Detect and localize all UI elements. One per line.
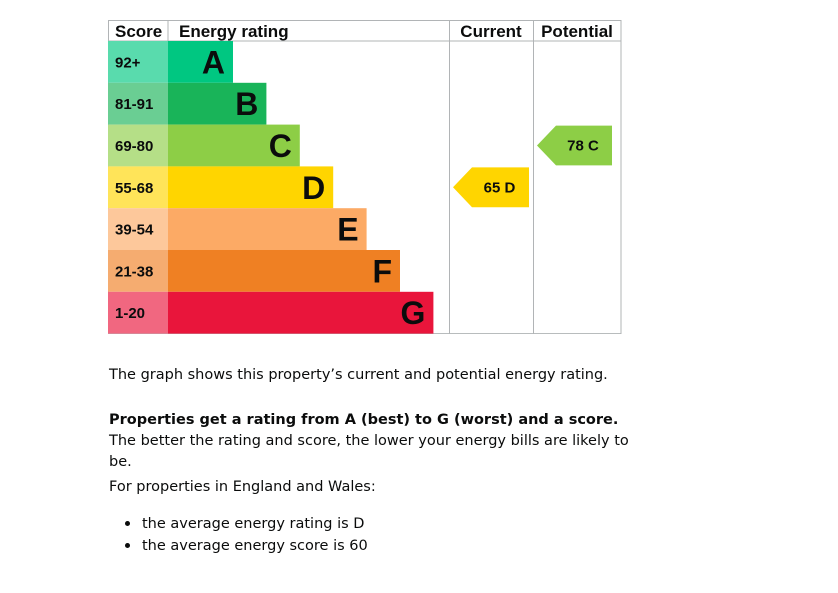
band-bar-f [168, 250, 400, 292]
score-range-g: 1-20 [115, 305, 145, 322]
band-bar-c [168, 124, 300, 167]
header-score: Score [115, 22, 162, 41]
score-cell-a [108, 41, 168, 83]
band-bar-a [168, 41, 233, 83]
header-current: Current [460, 22, 522, 41]
band-bar-e [168, 208, 367, 250]
current-rating-arrow [453, 167, 529, 208]
intro-text: The graph shows this property’s current … [109, 367, 608, 383]
score-cell-c [108, 124, 168, 167]
average-rating-item: the average energy rating is D [125, 513, 368, 535]
region-text: For properties in England and Wales: [109, 479, 376, 495]
score-range-b: 81-91 [115, 96, 153, 113]
rating-explanation: Properties get a rating from A (best) to… [109, 410, 629, 473]
score-cell-f [108, 250, 168, 292]
epc-graph: Score Energy rating Current Potential 92+ A 81… [108, 20, 622, 334]
band-bar-d [168, 166, 334, 209]
averages-list: the average energy rating is D the avera… [109, 513, 368, 557]
band-letter-e: E [337, 212, 358, 248]
rating-explanation-bold: Properties get a rating from A (best) to… [109, 412, 619, 428]
header-potential: Potential [541, 22, 613, 41]
band-letter-c: C [269, 128, 292, 164]
band-letter-g: G [401, 295, 426, 331]
score-cell-d [108, 166, 168, 209]
band-letter-b: B [235, 86, 258, 122]
epc-chart: Score Energy rating Current Potential 92+ A 81… [108, 20, 622, 334]
score-cell-e [108, 208, 168, 250]
potential-rating-arrow [537, 125, 612, 166]
band-letter-a: A [202, 44, 225, 80]
score-range-d: 55-68 [115, 180, 153, 197]
header-energy-rating: Energy rating [179, 22, 289, 41]
current-rating-label: 65 D [484, 179, 516, 196]
band-bar-b [168, 82, 267, 125]
score-range-a: 92+ [115, 54, 141, 71]
band-letter-f: F [372, 253, 392, 289]
rating-explanation-rest: The better the rating and score, the low… [109, 433, 629, 470]
band-bar-g [168, 291, 434, 334]
band-letter-d: D [302, 170, 325, 206]
score-range-e: 39-54 [115, 222, 154, 239]
score-cell-b [108, 82, 168, 125]
average-score-item: the average energy score is 60 [125, 535, 368, 557]
score-range-f: 21-38 [115, 263, 153, 280]
potential-rating-label: 78 C [567, 138, 599, 155]
score-range-c: 69-80 [115, 138, 153, 155]
score-cell-g [108, 291, 168, 334]
